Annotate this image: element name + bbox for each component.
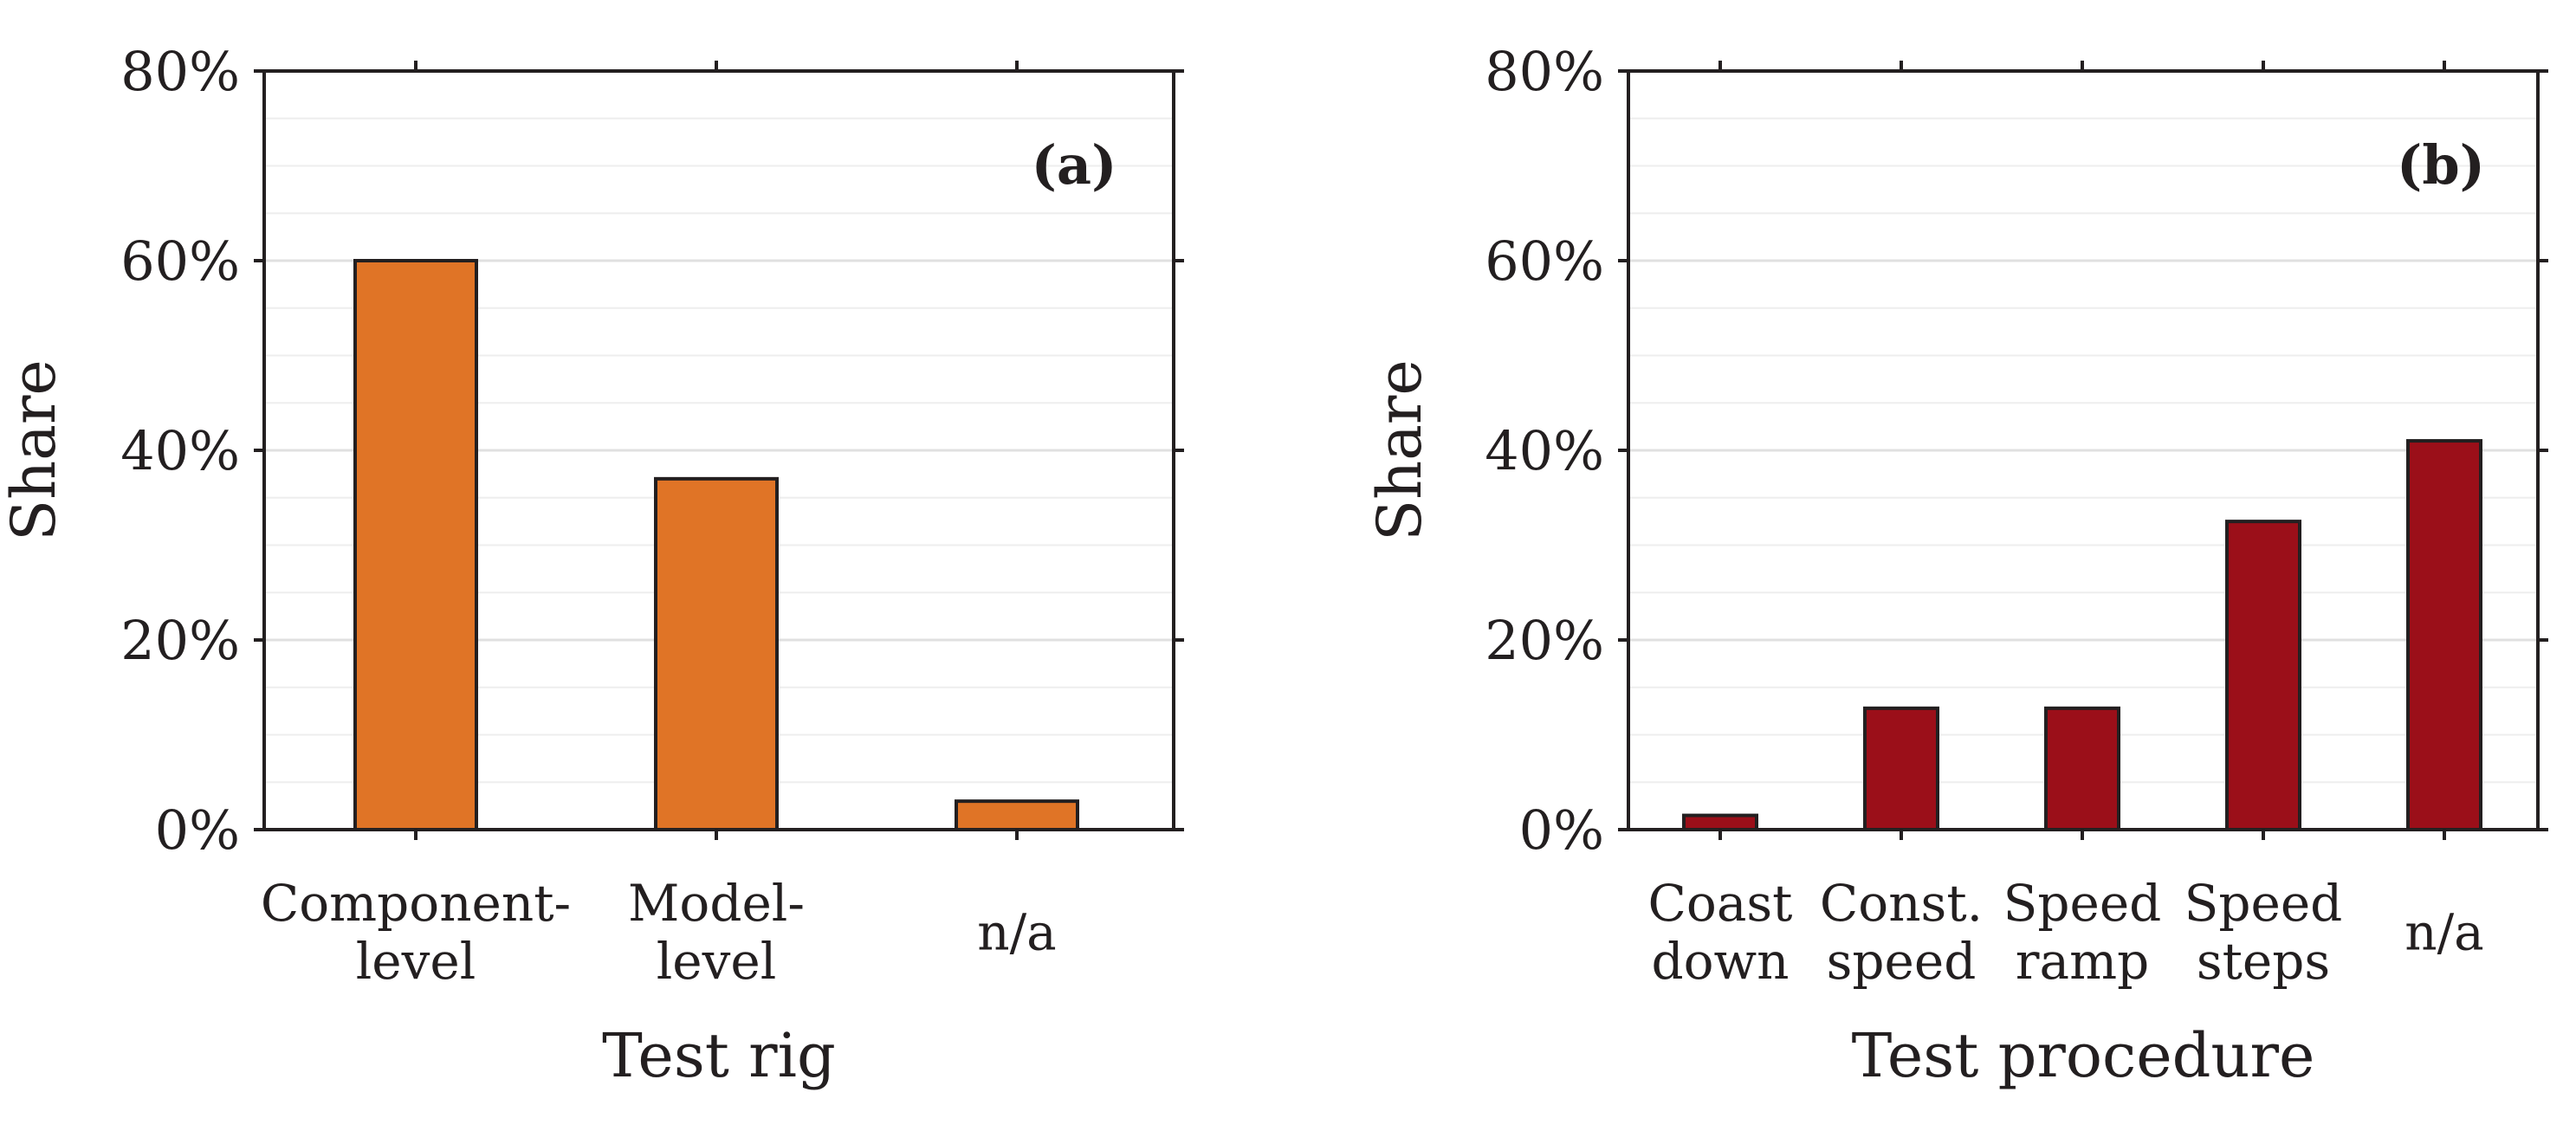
bar-2 <box>654 476 779 831</box>
x-category-label: speed <box>1827 932 1977 991</box>
x-category-label: n/a <box>977 903 1056 962</box>
y-tick-label: 40% <box>120 419 240 482</box>
x-category-label: level <box>657 932 777 991</box>
bar-3 <box>2044 706 2120 832</box>
y-tick-label: 20% <box>1485 609 1604 672</box>
bar-2 <box>1863 706 1939 832</box>
y-tick-label: 60% <box>120 229 240 293</box>
y-tick-label: 0% <box>1519 798 1604 862</box>
x-category-label: Component- <box>261 874 571 933</box>
x-category-label: Speed <box>2184 874 2343 933</box>
y-tick-label: 80% <box>1485 40 1604 103</box>
x-category-label: n/a <box>2404 903 2483 962</box>
x-category-label: Speed <box>2003 874 2162 933</box>
x-category-label: down <box>1651 932 1789 991</box>
x-category-label: Model- <box>628 874 805 933</box>
x-axis-title: Test rig <box>602 1020 836 1091</box>
bar-5 <box>2406 439 2482 831</box>
y-tick-label: 40% <box>1485 419 1604 482</box>
y-tick-label: 60% <box>1485 229 1604 293</box>
x-category-label: Const. <box>1820 874 1983 933</box>
y-tick-label: 0% <box>155 798 240 862</box>
bar-3 <box>955 799 1079 832</box>
y-axis-title: Share <box>1364 359 1435 541</box>
x-category-label: level <box>356 932 476 991</box>
chart-panel-a: 0%20%40%60%80%Component-levelModel-level… <box>0 40 1184 1091</box>
panel-label: (b) <box>2397 133 2485 197</box>
y-tick-label: 80% <box>120 40 240 103</box>
bar-4 <box>2225 520 2301 831</box>
x-axis-title: Test procedure <box>1852 1020 2315 1091</box>
x-category-label: Coast <box>1648 874 1793 933</box>
bar-1 <box>1682 813 1758 832</box>
panel-label: (a) <box>1032 133 1117 197</box>
x-category-label: ramp <box>2016 932 2149 991</box>
bar-1 <box>353 259 478 831</box>
y-axis-title: Share <box>0 359 69 541</box>
y-tick-label: 20% <box>120 609 240 672</box>
x-category-label: steps <box>2197 932 2330 991</box>
